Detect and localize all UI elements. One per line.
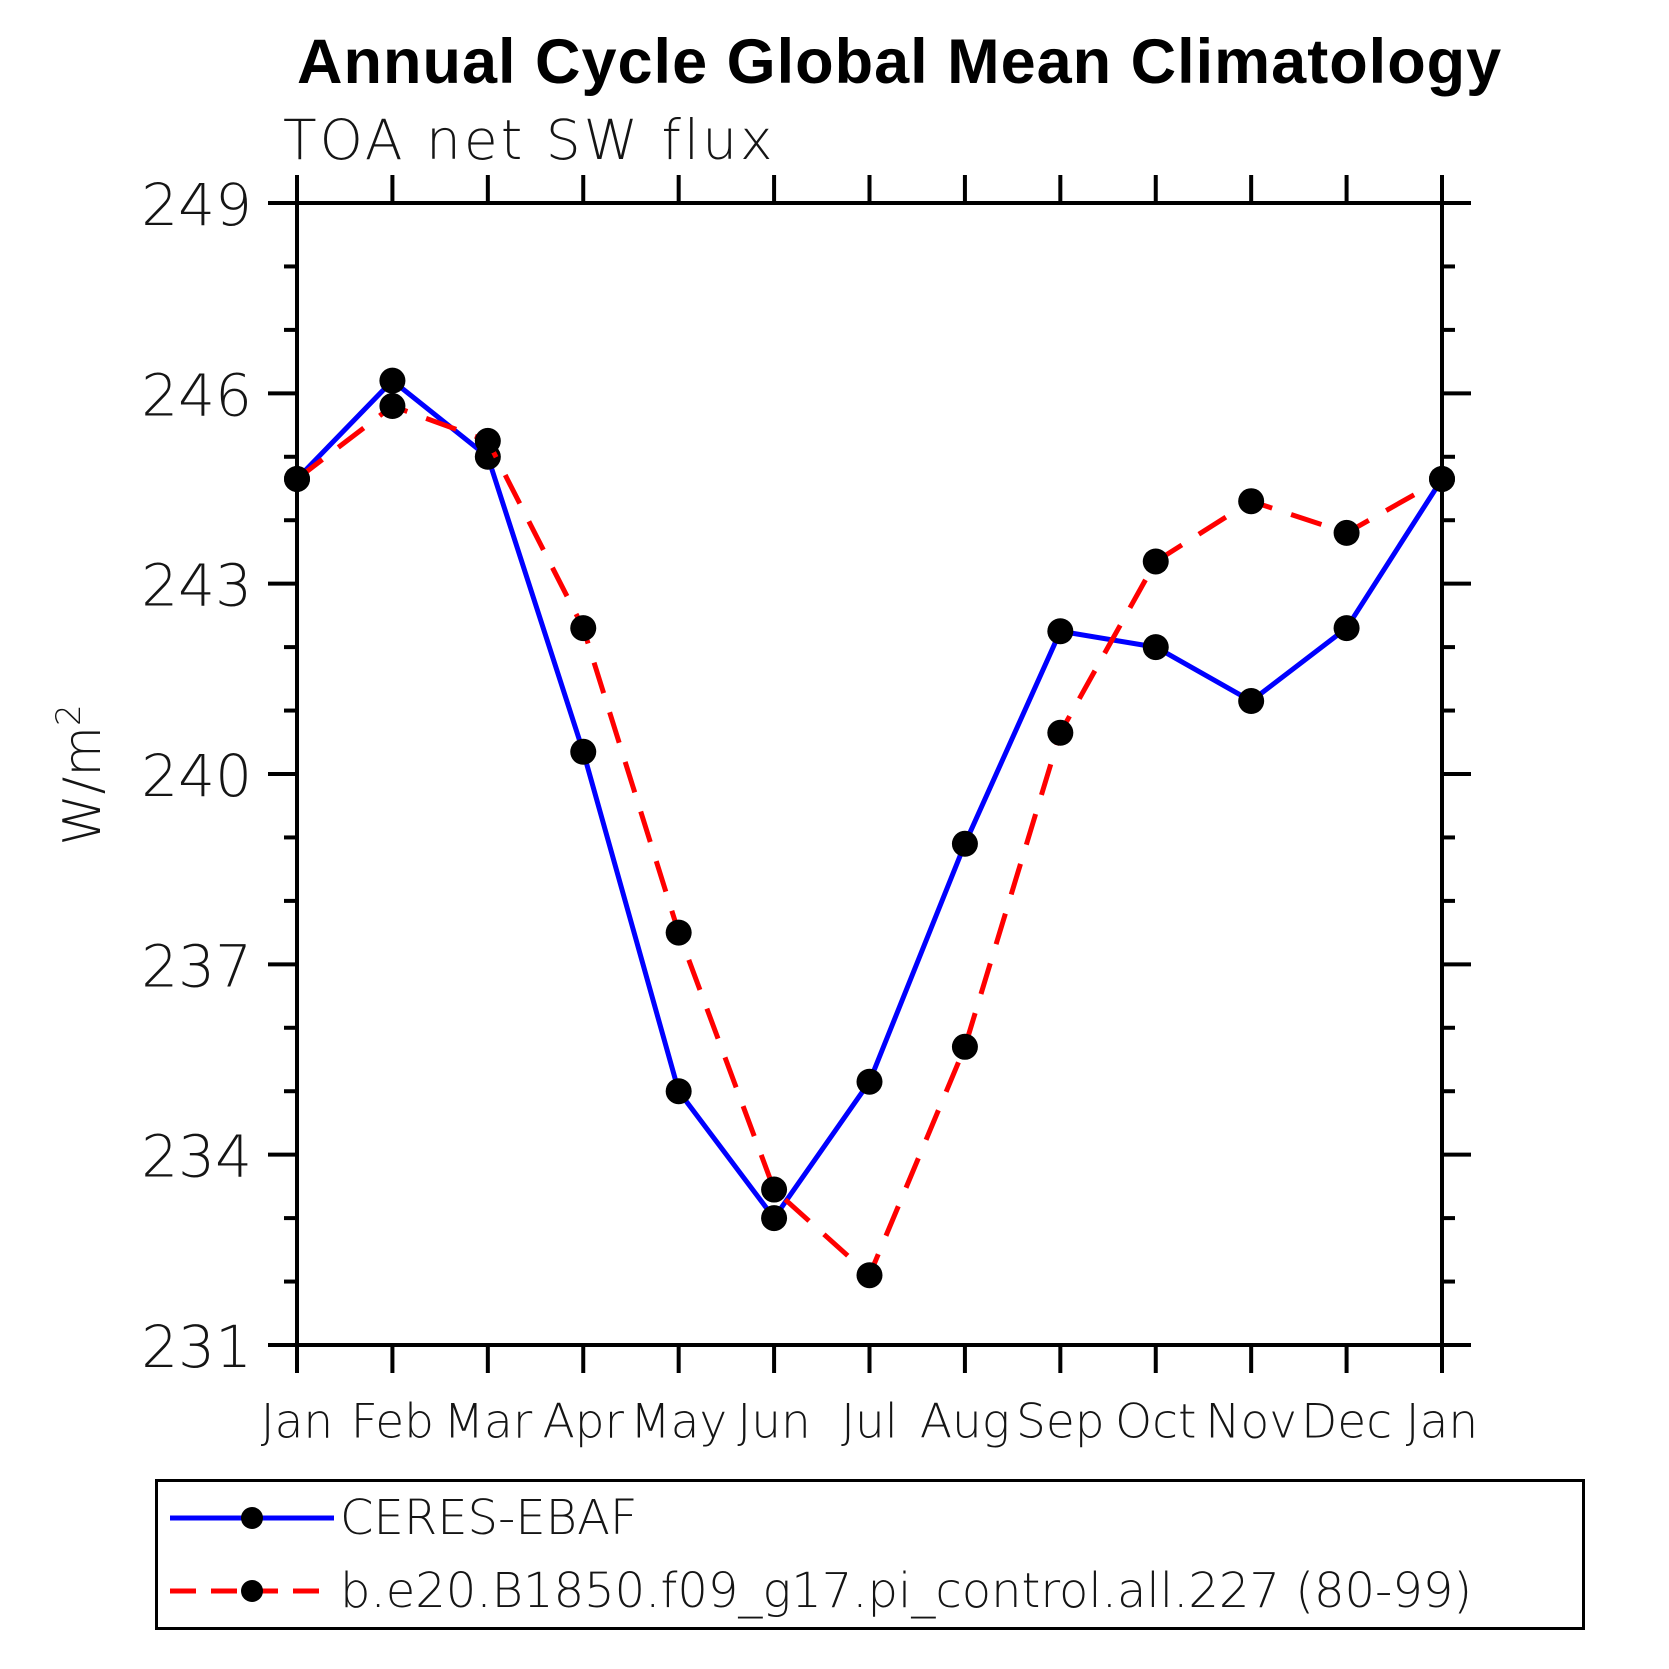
x-tick-label: Apr	[543, 1395, 625, 1450]
y-tick-label: 249	[141, 171, 252, 239]
x-tick-label: Jan	[1406, 1395, 1478, 1450]
x-tick-label: Aug	[920, 1395, 1010, 1450]
data-point-marker	[1047, 618, 1074, 645]
page-title: Annual Cycle Global Mean Climatology	[297, 27, 1503, 97]
data-point-marker	[1333, 519, 1360, 546]
data-point-marker	[951, 1033, 978, 1060]
legend-marker-dot	[241, 1507, 263, 1530]
x-tick-label: Sep	[1016, 1395, 1105, 1450]
data-point-marker	[1142, 634, 1169, 661]
axis-frame	[295, 201, 1444, 1347]
data-point-marker	[1238, 688, 1265, 715]
data-point-marker	[284, 465, 310, 492]
data-point-marker	[1238, 488, 1265, 515]
y-tick-label: 231	[141, 1313, 252, 1381]
y-tick-label: 237	[141, 932, 252, 1000]
legend-box: CERES-EBAF b.e20.B1850.f09_g17.pi_contro…	[155, 1479, 1585, 1630]
legend-swatch-solid-line	[170, 1507, 334, 1530]
x-tick-label: Dec	[1301, 1395, 1392, 1450]
data-point-marker	[570, 738, 597, 765]
data-point-marker	[1047, 719, 1074, 746]
legend-marker-dot	[241, 1579, 263, 1602]
x-tick-label: Oct	[1115, 1395, 1196, 1450]
y-tick-label: 234	[141, 1123, 252, 1191]
y-tick-label: 240	[141, 742, 252, 810]
y-tick-label: 243	[141, 552, 252, 620]
legend-row-model: b.e20.B1850.f09_g17.pi_control.all.227 (…	[158, 1555, 1582, 1628]
data-point-marker	[570, 615, 597, 642]
legend-swatch-dashed-line	[170, 1579, 334, 1602]
series-line-dashed	[295, 403, 1444, 1278]
x-tick-label: Jun	[737, 1395, 810, 1450]
data-point-marker	[665, 919, 692, 946]
legend-label: CERES-EBAF	[340, 1490, 638, 1547]
data-point-marker	[379, 393, 406, 420]
legend-row-ceres-ebaf: CERES-EBAF	[158, 1482, 1582, 1555]
x-tick-label: Jan	[261, 1395, 333, 1450]
legend-label: b.e20.B1850.f09_g17.pi_control.all.227 (…	[340, 1562, 1473, 1619]
data-point-marker	[665, 1078, 692, 1105]
x-tick-label: May	[630, 1395, 727, 1450]
data-point-marker	[761, 1176, 788, 1203]
data-point-marker	[761, 1205, 788, 1232]
data-point-marker	[379, 367, 406, 394]
y-tick-label: 246	[141, 361, 252, 429]
chart-subtitle: TOA net SW flux	[283, 108, 776, 172]
data-point-marker	[474, 427, 501, 454]
data-point-marker	[1429, 465, 1455, 492]
data-point-marker	[856, 1262, 883, 1289]
plot-generated-group: Jan Feb Mar Apr May Jun Jul Aug Sep Oct Nov Dec Jan2…	[141, 171, 1478, 1450]
y-axis-label: W/m2	[49, 704, 113, 845]
x-tick-label: Jul	[841, 1395, 898, 1450]
x-tick-label: Mar	[443, 1395, 532, 1450]
x-tick-label: Nov	[1205, 1395, 1297, 1450]
x-tick-label: Feb	[351, 1395, 434, 1450]
data-point-marker	[951, 830, 978, 857]
data-point-marker	[1142, 548, 1169, 575]
data-point-marker	[856, 1068, 883, 1095]
data-point-marker	[1333, 615, 1360, 642]
